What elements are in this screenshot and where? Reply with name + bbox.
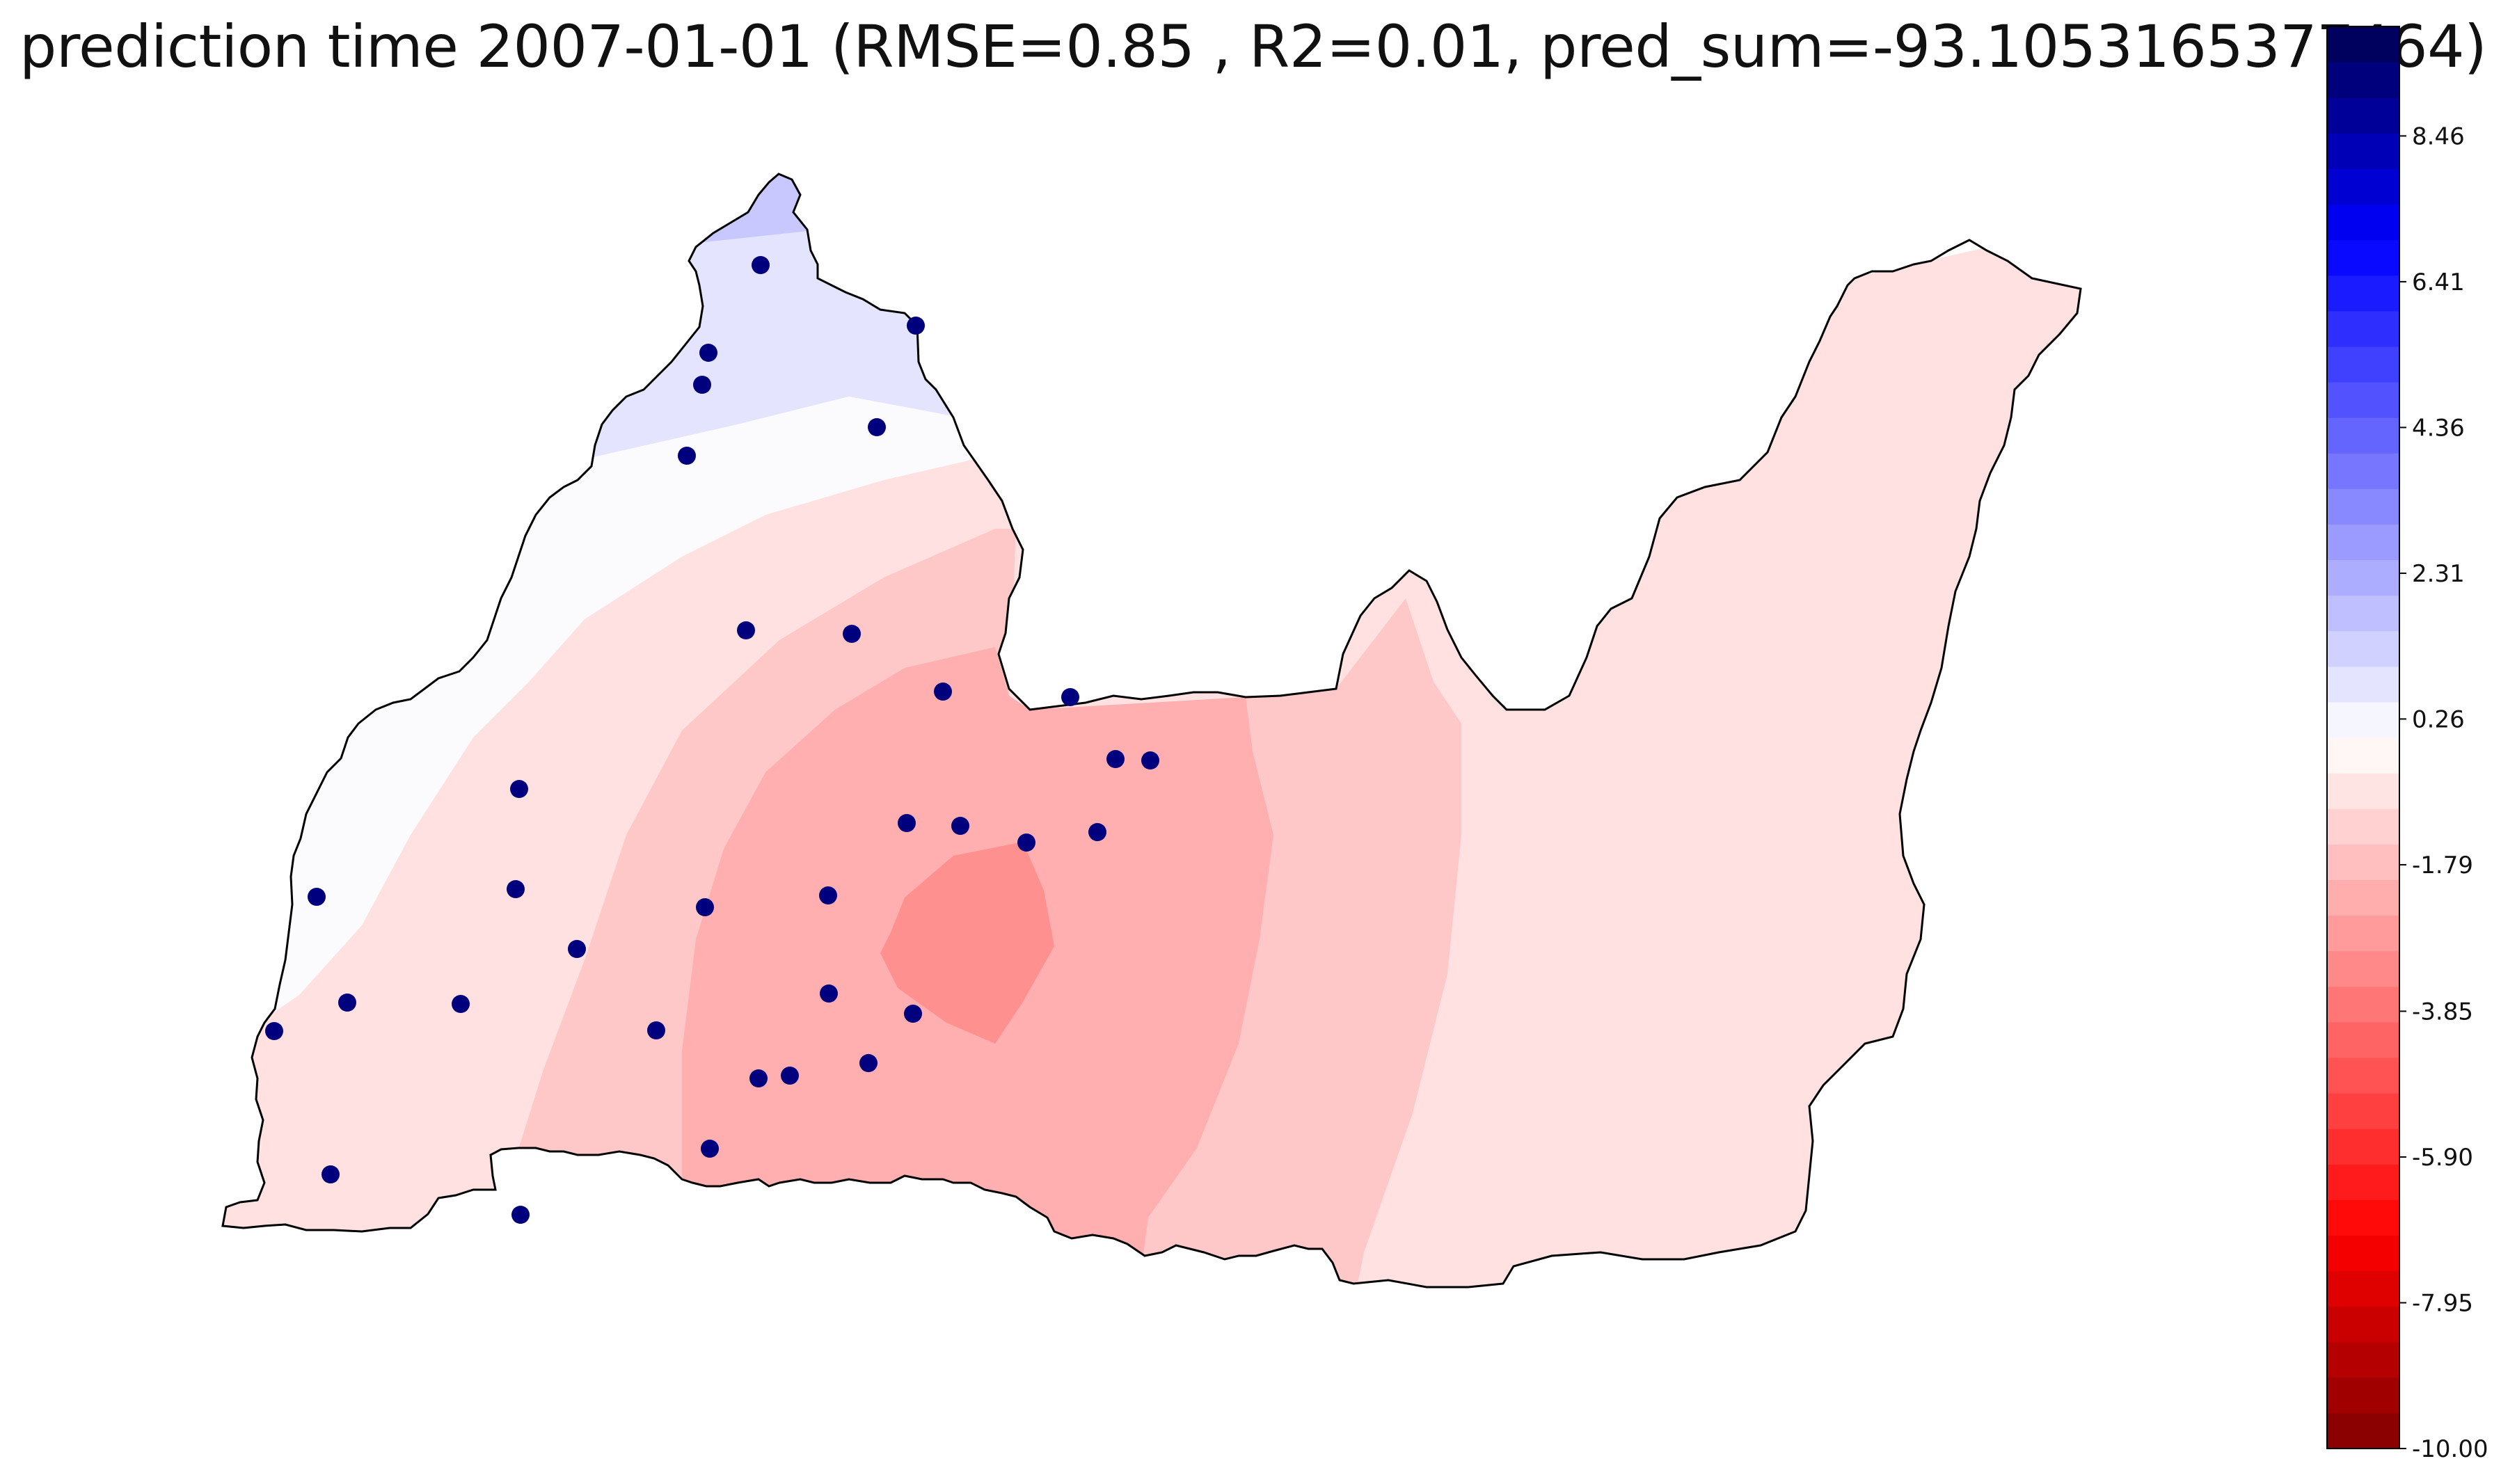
colorbar-segment xyxy=(2327,844,2399,880)
station-marker xyxy=(1141,751,1159,769)
colorbar-segment xyxy=(2327,595,2399,632)
colorbar-segment xyxy=(2327,346,2399,383)
station-marker xyxy=(678,447,696,465)
station-marker xyxy=(696,898,714,916)
station-marker xyxy=(934,683,952,701)
colorbar-segment xyxy=(2327,1270,2399,1307)
colorbar-tick-label: 6.41 xyxy=(2412,269,2465,296)
station-marker xyxy=(859,1054,878,1072)
colorbar-segment xyxy=(2327,1306,2399,1343)
colorbar-segment xyxy=(2327,986,2399,1023)
colorbar-segment xyxy=(2327,1128,2399,1165)
station-marker xyxy=(820,984,838,1003)
colorbar-segment xyxy=(2327,630,2399,667)
station-marker xyxy=(951,817,969,835)
station-marker xyxy=(568,940,586,958)
colorbar-tick-label: -7.95 xyxy=(2412,1289,2473,1317)
colorbar-segment xyxy=(2327,168,2399,205)
colorbar: 8.46 6.41 4.36 2.31 0.26 -1.79 -3.85 -5.90 -7.95… xyxy=(2326,26,2488,1463)
colorbar-segment xyxy=(2327,62,2399,98)
colorbar-segment xyxy=(2327,1199,2399,1236)
station-marker xyxy=(1088,823,1106,841)
colorbar-segment xyxy=(2327,1021,2399,1058)
station-marker xyxy=(265,1022,283,1040)
station-marker xyxy=(510,780,528,798)
station-marker xyxy=(338,994,356,1012)
colorbar-segment xyxy=(2327,26,2399,63)
station-marker xyxy=(321,1165,340,1183)
colorbar-frame xyxy=(2326,26,2400,1449)
station-marker xyxy=(647,1021,665,1039)
colorbar-tick-label: -5.90 xyxy=(2412,1144,2473,1172)
colorbar-segment xyxy=(2327,1341,2399,1378)
colorbar-segment xyxy=(2327,1412,2399,1449)
station-marker xyxy=(1017,833,1035,852)
station-marker xyxy=(699,344,717,362)
colorbar-tick-label: -1.79 xyxy=(2412,852,2473,879)
station-marker xyxy=(904,1005,922,1023)
colorbar-segment xyxy=(2327,524,2399,561)
colorbar-segment xyxy=(2327,417,2399,454)
colorbar-segment xyxy=(2327,97,2399,134)
contour-fills xyxy=(223,174,2081,1287)
colorbar-segment xyxy=(2327,239,2399,276)
station-marker xyxy=(1106,750,1125,768)
colorbar-segment xyxy=(2327,915,2399,952)
colorbar-segment xyxy=(2327,453,2399,489)
colorbar-segment xyxy=(2327,275,2399,312)
station-markers xyxy=(265,256,1159,1224)
colorbar-segment xyxy=(2327,1057,2399,1094)
colorbar-tick-label: 8.46 xyxy=(2412,122,2465,150)
station-marker xyxy=(701,1140,719,1158)
colorbar-tick-label: -10.00 xyxy=(2412,1435,2488,1463)
station-marker xyxy=(907,317,925,335)
colorbar-segment xyxy=(2327,737,2399,774)
station-marker xyxy=(737,621,755,639)
page-title: prediction time 2007-01-01 (RMSE=0.85 , … xyxy=(19,13,2487,81)
colorbar-tick-label: -3.85 xyxy=(2412,998,2473,1026)
station-marker xyxy=(781,1067,799,1085)
colorbar-segment xyxy=(2327,879,2399,916)
colorbar-tick-label: 0.26 xyxy=(2412,705,2465,733)
station-marker xyxy=(693,376,711,394)
contour-band xyxy=(880,842,1054,1044)
colorbar-tick-label: 2.31 xyxy=(2412,560,2465,588)
colorbar-segment xyxy=(2327,488,2399,525)
colorbar-segment xyxy=(2327,382,2399,418)
station-marker xyxy=(511,1206,530,1224)
station-marker xyxy=(749,1069,768,1087)
colorbar-tick-label: 4.36 xyxy=(2412,414,2465,442)
station-marker xyxy=(868,418,886,436)
colorbar-segment xyxy=(2327,133,2399,169)
colorbar-segment xyxy=(2327,666,2399,703)
colorbar-segment xyxy=(2327,1235,2399,1272)
colorbar-segment xyxy=(2327,559,2399,596)
colorbar-segment xyxy=(2327,1377,2399,1414)
station-marker xyxy=(898,814,916,832)
colorbar-segment xyxy=(2327,808,2399,845)
station-marker xyxy=(843,625,861,643)
colorbar-segment xyxy=(2327,773,2399,809)
station-marker xyxy=(1061,688,1079,706)
colorbar-segment xyxy=(2327,310,2399,347)
station-marker xyxy=(507,880,525,898)
colorbar-segment xyxy=(2327,701,2399,738)
station-marker xyxy=(752,256,770,274)
colorbar-segment xyxy=(2327,950,2399,987)
colorbar-segment xyxy=(2327,1093,2399,1129)
station-marker xyxy=(308,888,326,906)
station-marker xyxy=(819,886,837,904)
colorbar-segment xyxy=(2327,204,2399,241)
colorbar-segment xyxy=(2327,1164,2399,1200)
station-marker xyxy=(452,995,470,1013)
